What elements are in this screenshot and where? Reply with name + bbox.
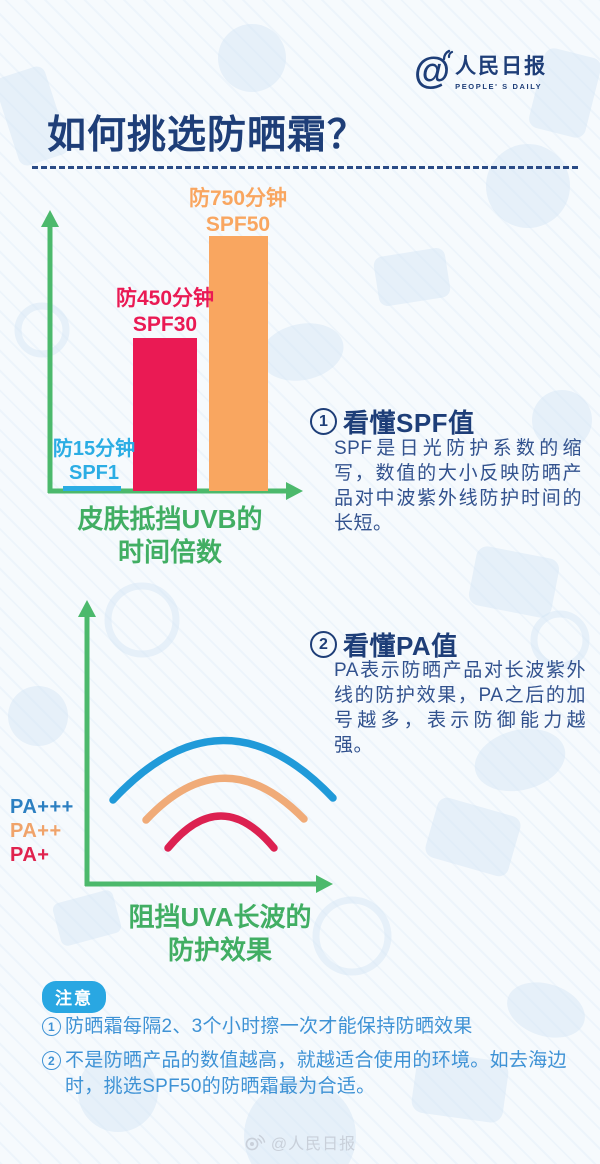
pa-legend: PA+++ PA++ PA+ (10, 796, 74, 867)
spf-y-arrow (41, 210, 59, 227)
note-circled-number-2: 2 (42, 1051, 61, 1070)
footer-watermark: @人民日报 (0, 1130, 600, 1154)
section-pa-heading: 2 看懂PA值 (310, 626, 458, 663)
peoples-daily-logo: @ 人民日报 PEOPLE' S DAILY (414, 49, 548, 91)
arc-pa-plus-plus-plus (109, 736, 337, 804)
pa-y-arrow (78, 600, 96, 617)
watermark-text: @人民日报 (270, 1136, 357, 1153)
bar-label-spf30-spf: SPF30 (132, 313, 198, 336)
section-pa-title: 看懂PA值 (343, 631, 458, 661)
bar-spf30 (133, 338, 197, 491)
bar-spf1 (63, 486, 121, 491)
pa-axis-caption-line1: 阻挡UVA长波的 (128, 902, 312, 932)
legend-pa-plus-plus: PA++ (10, 820, 62, 842)
logo-en-text: PEOPLE' S DAILY (455, 82, 543, 91)
bar-spf50 (209, 236, 268, 491)
weibo-icon (245, 1134, 266, 1151)
arc-pa-plus-plus (142, 774, 308, 824)
pa-x-arrow (316, 875, 333, 893)
legend-pa-plus-plus-plus: PA+++ (10, 796, 74, 818)
bar-label-spf30-minutes: 防450分钟 (115, 287, 215, 310)
note-badge: 注意 (42, 981, 106, 1013)
pa-axes (84, 614, 320, 887)
pa-axis-caption: 阻挡UVA长波的 防护效果 (95, 901, 345, 967)
circled-number-1: 1 (310, 408, 337, 435)
bar-label-spf1-spf: SPF1 (68, 462, 120, 484)
spf-axis-caption-line2: 时间倍数 (117, 537, 222, 567)
weibo-at-icon: @ (414, 49, 454, 91)
spf-axis-caption: 皮肤抵挡UVB的 时间倍数 (55, 503, 285, 569)
section-spf-heading: 1 看懂SPF值 (310, 403, 475, 440)
note-item-2: 2 不是防晒产品的数值越高，就越适合使用的环境。如去海边时，挑选SPF50的防晒… (42, 1048, 597, 1100)
note-item-1: 1 防晒霜每隔2、3个小时擦一次才能保持防晒效果 (42, 1014, 597, 1040)
bar-label-spf50: 防750分钟 SPF50 (177, 186, 299, 238)
spf-axis-caption-line1: 皮肤抵挡UVB的 (77, 504, 263, 534)
note-circled-number-1: 1 (42, 1017, 61, 1036)
bar-label-spf50-spf: SPF50 (205, 213, 271, 236)
section-pa-body: PA表示防晒产品对长波紫外线的防护效果，PA之后的加号越多，表示防御能力越强。 (334, 660, 586, 756)
signal-waves-icon (442, 49, 454, 60)
dashed-divider (32, 166, 578, 169)
logo-cn-text: 人民日报 (455, 55, 548, 78)
bar-label-spf30: 防450分钟 SPF30 (104, 286, 226, 338)
legend-pa-plus: PA+ (10, 844, 50, 866)
bar-label-spf50-minutes: 防750分钟 (188, 187, 288, 210)
section-spf-body: SPF是日光防护系数的缩写，数值的大小反映防晒产品对中波紫外线防护时间的长短。 (334, 438, 582, 534)
circled-number-2: 2 (310, 631, 337, 658)
note-text-2: 不是防晒产品的数值越高，就越适合使用的环境。如去海边时，挑选SPF50的防晒霜最… (65, 1050, 567, 1097)
note-text-1: 防晒霜每隔2、3个小时擦一次才能保持防晒效果 (65, 1016, 473, 1037)
bar-label-spf1-minutes: 防15分钟 (52, 438, 136, 460)
arc-pa-plus (164, 812, 278, 852)
spf-x-arrow (286, 482, 303, 500)
page-title: 如何挑选防晒霜？ (47, 114, 368, 157)
section-spf-title: 看懂SPF值 (343, 408, 475, 438)
pa-axis-caption-line2: 防护效果 (167, 935, 272, 965)
bar-label-spf1: 防15分钟 SPF1 (40, 437, 148, 485)
